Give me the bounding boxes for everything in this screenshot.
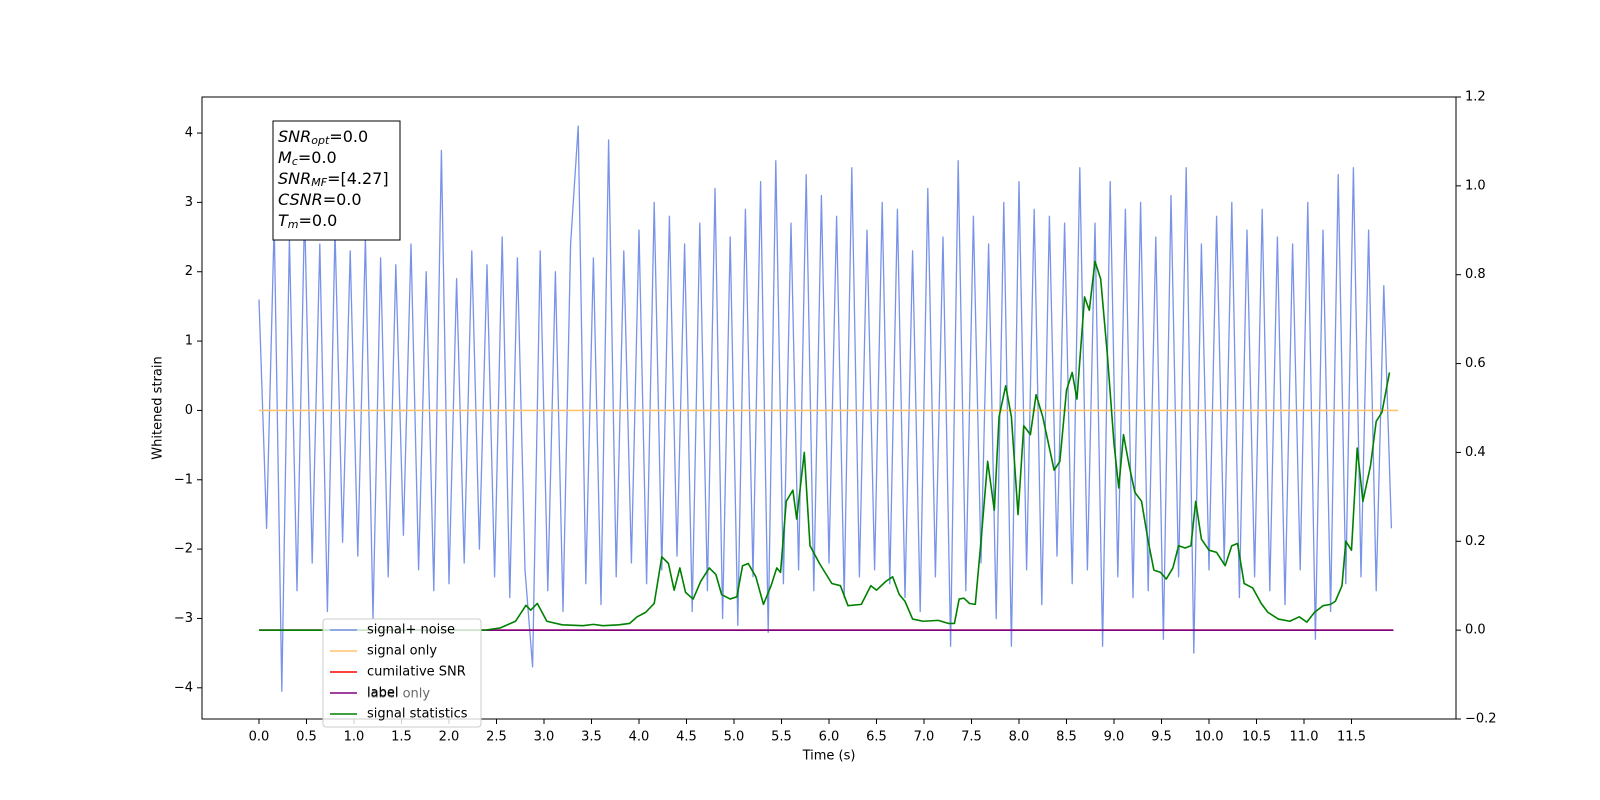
axes-frame (201, 96, 1457, 720)
y2-tick-label: 0.0 (1465, 623, 1486, 638)
y-tick-label: −2 (174, 542, 193, 557)
x-tick-label: 10.5 (1242, 730, 1271, 745)
annotation-base: SNR (278, 169, 311, 188)
y-tick-label: 2 (185, 264, 193, 279)
x-tick-label: 7.0 (914, 730, 935, 745)
x-tick-label: 9.5 (1151, 730, 1172, 745)
x-axis-label: Time (s) (802, 749, 856, 764)
annotation-text: SNRopt=0.0 (278, 127, 368, 148)
x-tick-label: 1.0 (344, 730, 365, 745)
legend-label: cumilative SNR (367, 665, 466, 680)
y2-tick-label: 0.2 (1465, 534, 1486, 549)
annotation-sub: m (288, 218, 299, 231)
annotation-box: SNRopt=0.0Mc=0.0SNRMF=[4.27]CSNR=0.0Tm=0… (272, 120, 401, 241)
y2-tick-label: 0.8 (1465, 267, 1486, 282)
x-tick-label: 8.0 (1009, 730, 1030, 745)
x-tick-label: 2.5 (486, 730, 507, 745)
x-tick-label: 5.5 (771, 730, 792, 745)
annotation-base: CSNR (278, 190, 323, 209)
x-tick-label: 11.5 (1337, 730, 1366, 745)
x-tick-label: 2.0 (439, 730, 460, 745)
y2-tick-label: −0.2 (1465, 712, 1497, 727)
annotation-rest: =[4.27] (327, 169, 389, 188)
y-axis-label: Whitened strain (151, 356, 166, 459)
x-tick-label: 10.0 (1195, 730, 1224, 745)
annotation-rest: =0.0 (299, 211, 338, 230)
x-tick-label: 11.0 (1290, 730, 1319, 745)
y-tick-label: 4 (185, 126, 193, 141)
legend: signal+ noise signal only cumilative SNR la… (322, 618, 482, 728)
legend-ghost: label only (367, 687, 430, 702)
x-tick-label: 1.5 (391, 730, 412, 745)
x-tick-label: 3.0 (534, 730, 555, 745)
annotation-text: Mc=0.0 (278, 148, 337, 169)
y2-tick-label: 0.6 (1465, 356, 1486, 371)
x-tick-label: 5.0 (724, 730, 745, 745)
legend-label: signal statistics (367, 707, 468, 722)
y-tick-label: −1 (174, 472, 193, 487)
annotation-base: T (278, 211, 289, 230)
annotation-sub: opt (311, 134, 330, 147)
x-tick-label: 4.0 (629, 730, 650, 745)
legend-label: label (367, 686, 398, 701)
x-tick-label: 6.5 (866, 730, 887, 745)
y2-tick-label: 1.0 (1465, 178, 1486, 193)
annotation-text: CSNR=0.0 (278, 190, 362, 209)
annotation-text: SNRMF=[4.27] (278, 169, 389, 190)
x-tick-label: 0.5 (296, 730, 317, 745)
x-tick-label: 4.5 (676, 730, 697, 745)
legend-label: signal only (367, 644, 437, 659)
y-tick-label: −3 (174, 611, 193, 626)
x-tick-label: 6.0 (819, 730, 840, 745)
annotation-text: Tm=0.0 (278, 211, 337, 232)
series-line (258, 125, 1393, 692)
x-tick-label: 9.0 (1104, 730, 1125, 745)
y-tick-label: 1 (185, 334, 193, 349)
annotation-frame (272, 120, 401, 241)
y2-tick-label: 1.2 (1465, 90, 1486, 105)
annotation-rest: =0.0 (323, 190, 362, 209)
x-tick-label: 7.5 (961, 730, 982, 745)
legend-frame (322, 618, 482, 728)
y-tick-label: −4 (174, 680, 193, 695)
annotation-rest: =0.0 (298, 148, 337, 167)
annotation-base: SNR (278, 127, 311, 146)
x-tick-label: 8.5 (1056, 730, 1077, 745)
series-line (259, 260, 1391, 631)
x-tick-label: 0.0 (249, 730, 270, 745)
y-tick-label: 0 (185, 403, 193, 418)
annotation-sub: MF (311, 176, 327, 189)
annotation-base: M (278, 148, 292, 167)
x-tick-label: 3.5 (581, 730, 602, 745)
y2-tick-label: 0.4 (1465, 445, 1486, 460)
legend-label: signal+ noise (367, 623, 455, 638)
y-tick-label: 3 (185, 195, 193, 210)
annotation-rest: =0.0 (329, 127, 368, 146)
annotation-sub: c (292, 155, 298, 168)
